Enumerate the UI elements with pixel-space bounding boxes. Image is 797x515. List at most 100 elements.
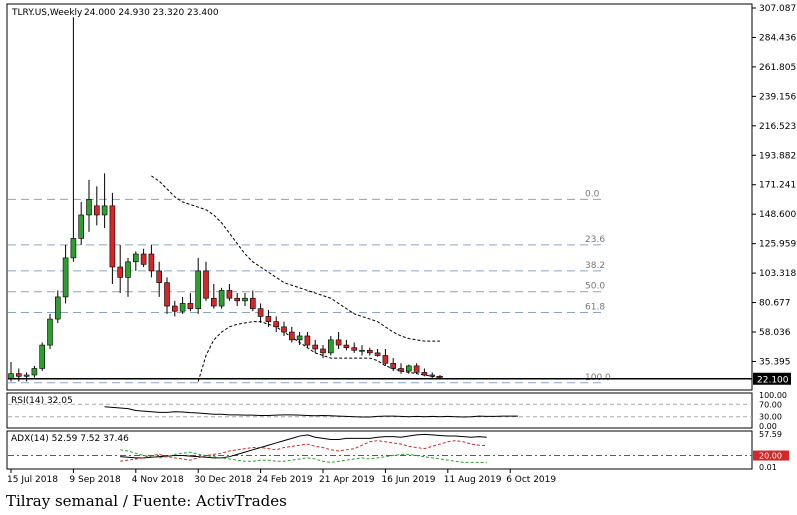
candle-bear [250, 297, 256, 309]
adx-line [120, 433, 487, 459]
candle-bear [203, 270, 209, 299]
candle-bear [117, 266, 123, 278]
candle-bear [366, 349, 373, 354]
candle-bear [164, 282, 170, 307]
rsi-label: RSI(14) 32.05 [11, 396, 73, 406]
candle-bear [265, 316, 272, 322]
price-tick-label: 284.436 [759, 33, 796, 43]
price-tick-label: 171.241 [759, 181, 796, 191]
current-price-badge [753, 372, 791, 385]
candle-bear [413, 365, 420, 373]
bollinger-layer [151, 175, 441, 382]
candle-bear [390, 362, 397, 369]
candle-bear [320, 348, 326, 354]
candle-bull [86, 199, 92, 216]
candle-bear [109, 205, 116, 268]
candle-bull [101, 205, 108, 216]
candle-bull [47, 318, 53, 346]
price-tick-label: 103.318 [759, 269, 796, 279]
candle-bull [125, 261, 131, 278]
candle-bull [133, 253, 139, 263]
candle-bear [234, 297, 240, 302]
fib-level-label: 0.0 [585, 189, 600, 199]
chart-canvas: 0.0 23.6 38.2 50.0 61.8 100.0 307.087 284.436 2… [6, 3, 797, 485]
fibonacci-layer: 0.0 23.6 38.2 50.0 61.8 100.0 [8, 189, 611, 384]
candle-bear [187, 303, 194, 309]
candle-bear [398, 368, 404, 372]
time-tick-label: 6 Oct 2019 [506, 475, 556, 485]
candle-bear [15, 373, 22, 377]
candle-bull [405, 365, 412, 372]
candle-bull [179, 303, 186, 312]
candle-bull [242, 297, 248, 302]
fib-level-label: 100.0 [585, 373, 611, 383]
axes-layer: 307.087 284.436 261.805 239.156 216.523 193.8… [7, 4, 796, 485]
rsi-tick-label: 70.00 [759, 400, 782, 409]
candle-bull [78, 214, 84, 239]
time-tick-label: 11 Aug 2019 [444, 475, 502, 485]
price-tick-label: 35.395 [759, 357, 791, 367]
candle-bull [327, 339, 334, 354]
candle-bear [288, 331, 295, 341]
adx-level-badge [753, 450, 789, 461]
time-tick-label: 16 Jun 2019 [381, 475, 435, 485]
candle-bull [23, 374, 30, 377]
candle-bear [257, 308, 264, 317]
time-tick-label: 21 Apr 2019 [319, 475, 375, 485]
candle-bull [218, 290, 225, 307]
time-tick-label: 9 Sep 2018 [69, 475, 121, 485]
candle-bull [70, 238, 77, 259]
fib-level-label: 50.0 [585, 282, 605, 292]
rsi-pane-frame [6, 392, 753, 429]
price-tick-label: 148.600 [759, 210, 796, 220]
symbol-label: TLRY.US,Weekly [11, 8, 83, 18]
price-tick-label: 239.156 [759, 92, 796, 102]
candle-bear [140, 253, 147, 265]
price-pane-frame [6, 3, 753, 391]
candle-bear [156, 270, 162, 283]
fib-level-label: 61.8 [585, 303, 605, 313]
candle-bear [421, 372, 428, 376]
rsi-tick-label: 100.00 [759, 391, 787, 400]
adx-tick-label: 0.01 [759, 463, 777, 472]
adx-tick-label: 57.59 [759, 430, 782, 439]
rsi-line [104, 406, 518, 418]
candle-bear [273, 321, 280, 328]
ohlc-label: 24.000 24.930 23.320 23.400 [84, 8, 219, 18]
rsi-tick-label: 0.00 [759, 422, 777, 431]
candle-bull [195, 270, 201, 309]
adx-level-label: 20.00 [759, 452, 782, 461]
candle-bear [429, 374, 436, 377]
candle-bear [304, 335, 311, 346]
current-price-label: 22.100 [757, 375, 789, 385]
time-tick-label: 4 Nov 2018 [132, 475, 184, 485]
candle-bear [437, 375, 443, 378]
candle-bear [211, 297, 217, 307]
adx-label: ADX(14) 52.59 7.52 37.46 [11, 434, 129, 444]
candle-bull [39, 344, 46, 369]
price-tick-label: 125.959 [759, 240, 796, 250]
time-tick-label: 24 Feb 2019 [257, 475, 313, 485]
candles-layer [8, 17, 443, 382]
price-tick-label: 80.677 [759, 299, 791, 309]
candle-bull [54, 296, 61, 320]
adx-pane-frame [6, 430, 753, 470]
candle-bear [374, 352, 381, 356]
candle-bull [296, 335, 303, 341]
price-tick-label: 261.805 [759, 63, 796, 73]
time-tick-label: 15 Jul 2018 [7, 475, 58, 485]
price-tick-label: 216.523 [759, 122, 796, 132]
bollinger-upper-band [151, 175, 440, 342]
fib-level-label: 38.2 [585, 261, 605, 271]
rsi-tick-label: 30.00 [759, 413, 782, 422]
candle-bear [281, 326, 287, 333]
candle-bear [312, 344, 319, 350]
plus-di-line [120, 449, 487, 464]
candle-bull [62, 257, 69, 298]
candle-bear [335, 339, 342, 346]
candle-bull [359, 349, 365, 352]
candle-bear [351, 347, 358, 351]
price-tick-label: 193.882 [759, 151, 796, 161]
